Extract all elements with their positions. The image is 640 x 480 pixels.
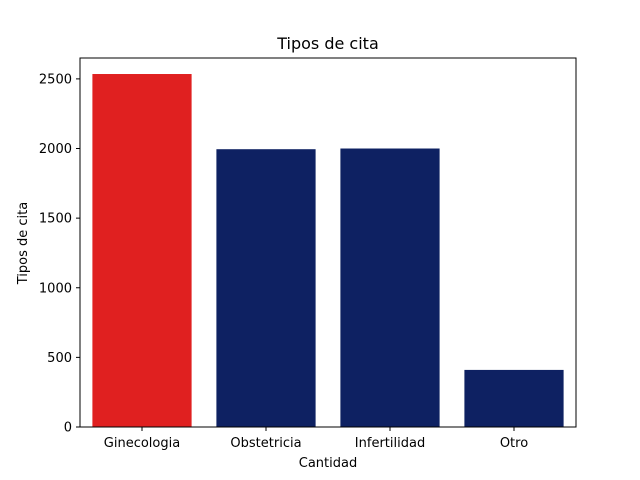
plot-frame	[79, 57, 577, 428]
y-axis-label: Tipos de cita	[16, 202, 31, 285]
y-tick-label: 1500	[39, 212, 72, 227]
x-tick-label: Infertilidad	[355, 436, 425, 451]
bar-otro	[464, 369, 564, 427]
y-tick-label: 1000	[39, 281, 72, 296]
chart-title: Tipos de cita	[276, 34, 379, 53]
y-axis: 0 500 1000 1500 2000 2500	[39, 72, 80, 436]
x-tick-label: Obstetricia	[230, 436, 301, 451]
y-tick-label: 0	[64, 421, 72, 436]
y-tick-label: 2500	[39, 72, 72, 87]
x-tick-label: Ginecologia	[104, 436, 180, 451]
x-axis-label: Cantidad	[299, 456, 357, 471]
x-axis: Ginecologia Obstetricia Infertilidad Otro	[104, 427, 528, 451]
bar-infertilidad	[340, 148, 440, 427]
bars-group	[92, 74, 564, 427]
y-tick-label: 2000	[39, 142, 72, 157]
bar-ginecologia	[92, 74, 192, 427]
y-tick-label: 500	[47, 351, 72, 366]
x-tick-label: Otro	[500, 436, 528, 451]
bar-obstetricia	[216, 149, 316, 427]
